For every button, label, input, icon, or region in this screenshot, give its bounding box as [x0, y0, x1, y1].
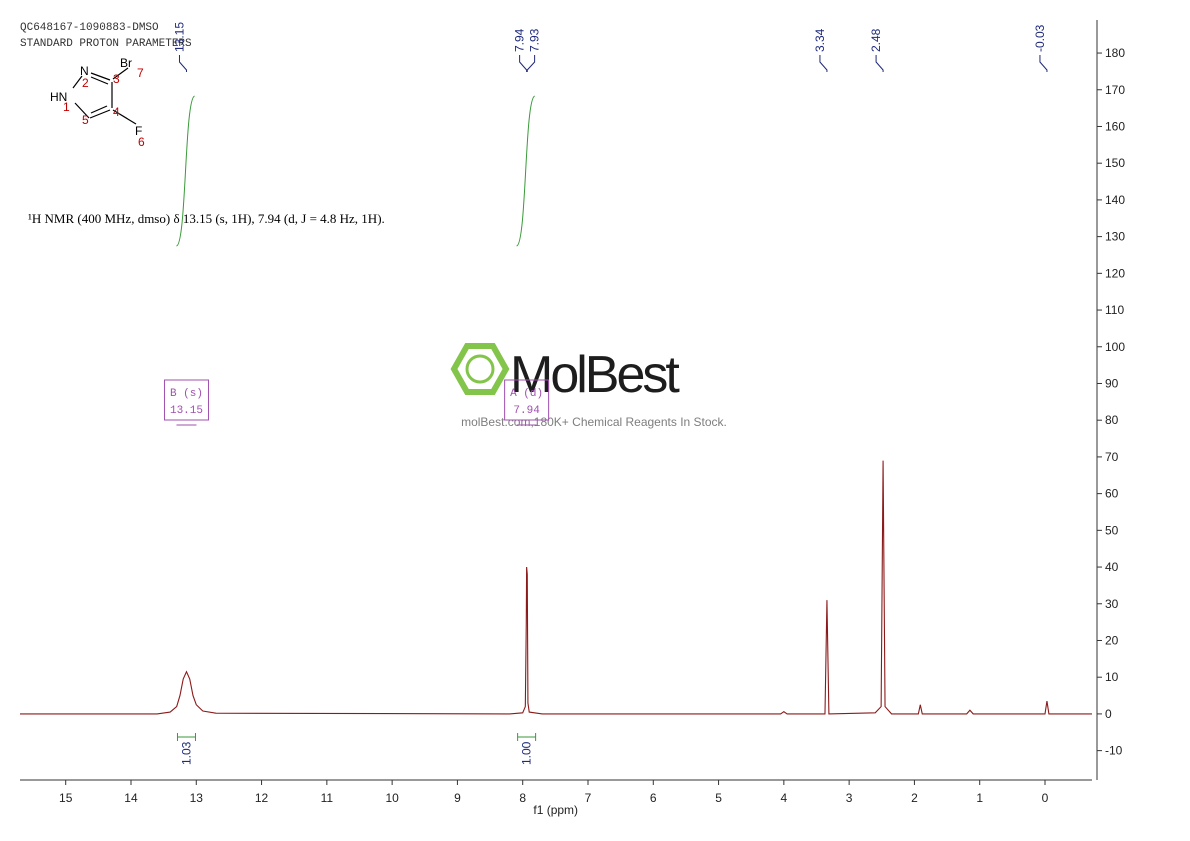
- x-tick-label: 12: [255, 791, 269, 805]
- atom-number: 3: [113, 72, 120, 86]
- bond: [90, 72, 111, 81]
- atom-number: 1: [63, 100, 70, 114]
- y-tick-label: 130: [1105, 230, 1125, 244]
- y-tick-label: 90: [1105, 376, 1119, 390]
- peak-connector: [819, 55, 828, 72]
- y-tick-label: 140: [1105, 193, 1125, 207]
- plot: 15 14 13 12 11 10 9 8 7 6 5 4 3 2 1 0f1 (ppm)-100102030…: [20, 20, 1125, 817]
- bond: [90, 105, 108, 114]
- peak-connector: [1039, 55, 1048, 72]
- x-tick-label: 15: [59, 791, 73, 805]
- x-axis-label: f1 (ppm): [533, 803, 578, 817]
- header-line: QC648167-1090883-DMSO: [20, 22, 159, 34]
- logo-ring: [465, 354, 495, 384]
- molecule: [72, 67, 137, 125]
- peak-connector: [178, 55, 187, 72]
- y-tick-label: 160: [1105, 119, 1125, 133]
- bond: [90, 76, 109, 85]
- x-tick-label: 1: [976, 791, 983, 805]
- y-tick-label: 170: [1105, 83, 1125, 97]
- atom: HN: [50, 90, 67, 104]
- x-tick-label: 7: [585, 791, 592, 805]
- integral-label: 1.00: [520, 741, 534, 765]
- multiplet-label: B (s): [170, 388, 203, 400]
- bond: [74, 102, 90, 119]
- y-tick-label: 10: [1105, 670, 1119, 684]
- peak-label: 13.15: [172, 22, 186, 52]
- x-tick-label: 8: [519, 791, 526, 805]
- brand: MolBest: [510, 346, 680, 404]
- integral-label: 1.03: [179, 741, 193, 765]
- x-tick-label: 9: [454, 791, 461, 805]
- logo-hexagon: [450, 343, 510, 395]
- multiplet-shift: 7.94: [513, 405, 540, 417]
- peak-connector: [875, 55, 884, 72]
- x-tick-label: 5: [715, 791, 722, 805]
- y-tick-label: 60: [1105, 487, 1119, 501]
- multiplet-label: A (d): [510, 388, 543, 400]
- multiplet-shift: 13.15: [170, 405, 203, 417]
- x-tick-label: 6: [650, 791, 657, 805]
- peak-label: 7.93: [528, 28, 542, 52]
- atom-number: 4: [113, 105, 120, 119]
- peak-connector: [526, 55, 536, 72]
- y-tick-label: 50: [1105, 523, 1119, 537]
- tagline: molBest.com,180K+ Chemical Reagents In S…: [461, 415, 727, 429]
- atom-labels: N HN Br F: [50, 56, 142, 138]
- atom-number: 2: [82, 76, 89, 90]
- integral-curve: [176, 95, 195, 247]
- x-tick-label: 4: [781, 791, 788, 805]
- header-line: STANDARD PROTON PARAMETERS: [20, 38, 192, 50]
- atom: Br: [120, 56, 132, 70]
- y-tick-label: 80: [1105, 413, 1119, 427]
- y-tick-label: 180: [1105, 46, 1125, 60]
- bond: [89, 109, 111, 119]
- x-tick-label: 11: [321, 791, 334, 805]
- y-tick-label: 150: [1105, 156, 1125, 170]
- peak-label: -0.03: [1033, 24, 1047, 52]
- x-tick-label: 10: [385, 791, 399, 805]
- spectrum-line: [20, 460, 1092, 715]
- y-tick-label: 100: [1105, 340, 1125, 354]
- bond: [112, 67, 129, 80]
- x-tick-label: 2: [911, 791, 918, 805]
- y-tick-label: 110: [1105, 303, 1124, 317]
- x-tick-label: 13: [190, 791, 204, 805]
- atom-numbers: 2 3 7 1 4 5 6: [63, 66, 145, 149]
- peak-label: 7.94: [513, 28, 527, 52]
- x-tick-label: 0: [1042, 791, 1049, 805]
- y-tick-label: -10: [1105, 744, 1123, 758]
- x-tick-label: 14: [124, 791, 138, 805]
- atom-number: 6: [138, 135, 145, 149]
- y-tick-label: 40: [1105, 560, 1119, 574]
- bond: [72, 75, 83, 89]
- y-tick-label: 0: [1105, 707, 1112, 721]
- multiplet-box: [163, 379, 209, 421]
- nmr-description: ¹H NMR (400 MHz, dmso) δ 13.15 (s, 1H), …: [28, 211, 385, 226]
- integral-curve: [516, 95, 536, 247]
- x-tick-label: 3: [846, 791, 853, 805]
- atom-number: 7: [137, 66, 144, 80]
- peak-label: 2.48: [869, 28, 883, 52]
- y-tick-label: 30: [1105, 597, 1119, 611]
- y-tick-label: 120: [1105, 266, 1125, 280]
- multiplet-box: [504, 379, 550, 421]
- atom: N: [80, 64, 89, 78]
- atom-number: 5: [82, 113, 89, 127]
- y-tick-label: 20: [1105, 633, 1119, 647]
- y-tick-label: 70: [1105, 450, 1119, 464]
- peak-connector: [519, 55, 528, 72]
- peak-label: 3.34: [813, 28, 827, 52]
- atom: F: [135, 124, 142, 138]
- bond: [112, 109, 137, 125]
